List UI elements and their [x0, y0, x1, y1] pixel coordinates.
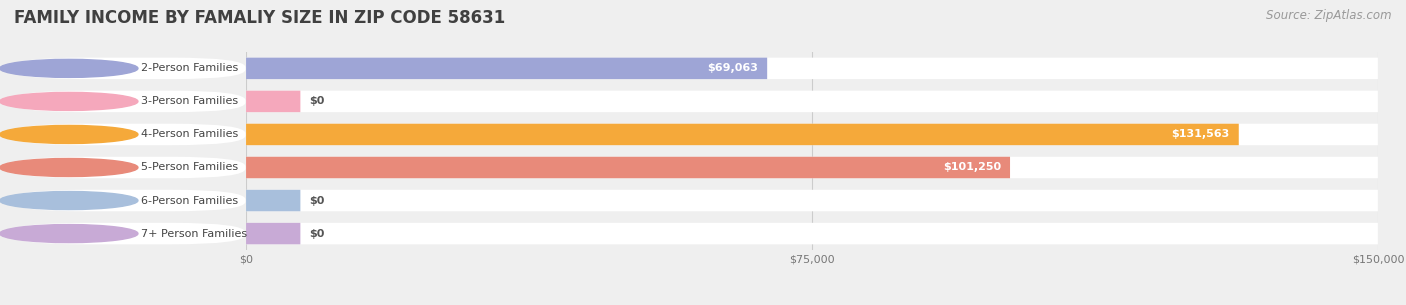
- FancyBboxPatch shape: [10, 223, 246, 244]
- FancyBboxPatch shape: [246, 190, 1378, 211]
- FancyBboxPatch shape: [10, 58, 246, 79]
- Text: $0: $0: [309, 228, 325, 239]
- Text: $0: $0: [309, 96, 325, 106]
- Text: $101,250: $101,250: [943, 163, 1001, 173]
- Circle shape: [0, 192, 138, 210]
- FancyBboxPatch shape: [246, 190, 301, 211]
- FancyBboxPatch shape: [246, 91, 301, 112]
- FancyBboxPatch shape: [246, 124, 1378, 145]
- FancyBboxPatch shape: [246, 223, 301, 244]
- FancyBboxPatch shape: [246, 91, 1378, 112]
- FancyBboxPatch shape: [246, 58, 1378, 79]
- FancyBboxPatch shape: [10, 124, 246, 145]
- Text: 4-Person Families: 4-Person Families: [142, 129, 239, 139]
- Circle shape: [0, 92, 138, 110]
- Text: $69,063: $69,063: [707, 63, 758, 74]
- Text: Source: ZipAtlas.com: Source: ZipAtlas.com: [1267, 9, 1392, 22]
- Circle shape: [0, 224, 138, 242]
- Text: 5-Person Families: 5-Person Families: [142, 163, 239, 173]
- Text: $0: $0: [309, 196, 325, 206]
- FancyBboxPatch shape: [246, 58, 768, 79]
- FancyBboxPatch shape: [10, 157, 246, 178]
- FancyBboxPatch shape: [246, 157, 1378, 178]
- Text: 2-Person Families: 2-Person Families: [142, 63, 239, 74]
- Circle shape: [0, 125, 138, 143]
- FancyBboxPatch shape: [246, 223, 1378, 244]
- FancyBboxPatch shape: [246, 124, 1239, 145]
- Text: $131,563: $131,563: [1171, 129, 1230, 139]
- FancyBboxPatch shape: [10, 91, 246, 112]
- Text: FAMILY INCOME BY FAMALIY SIZE IN ZIP CODE 58631: FAMILY INCOME BY FAMALIY SIZE IN ZIP COD…: [14, 9, 505, 27]
- Text: 6-Person Families: 6-Person Families: [142, 196, 239, 206]
- FancyBboxPatch shape: [246, 157, 1010, 178]
- Text: 7+ Person Families: 7+ Person Families: [142, 228, 247, 239]
- Circle shape: [0, 59, 138, 77]
- FancyBboxPatch shape: [10, 190, 246, 211]
- Circle shape: [0, 159, 138, 177]
- Text: 3-Person Families: 3-Person Families: [142, 96, 239, 106]
